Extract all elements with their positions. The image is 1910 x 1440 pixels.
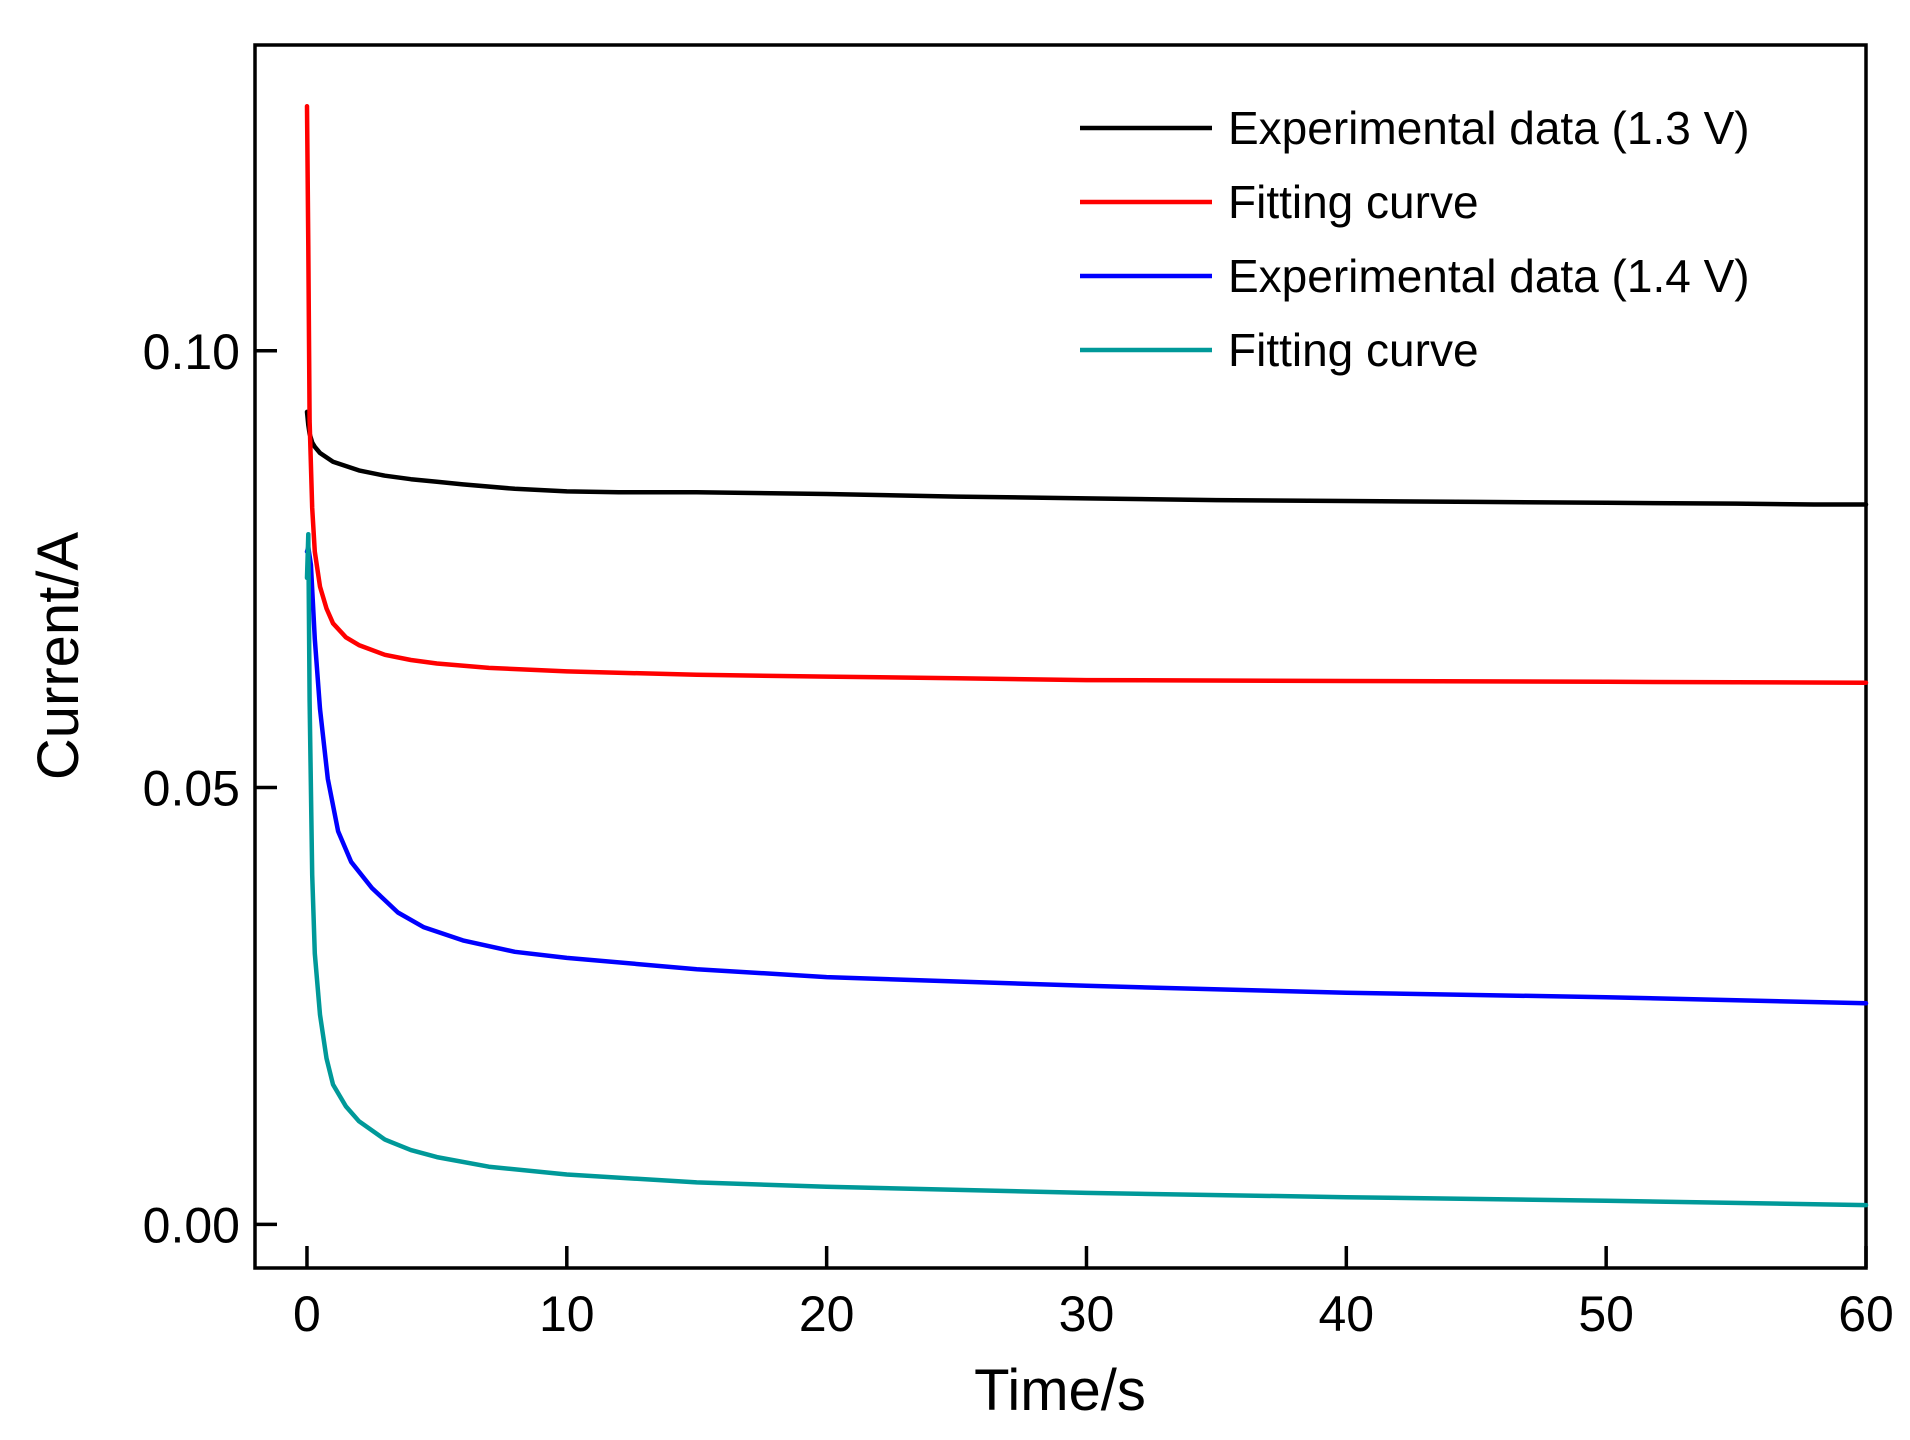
x-tick-label: 10	[539, 1286, 595, 1342]
x-tick-label: 20	[799, 1286, 855, 1342]
plot-frame	[253, 43, 1868, 1270]
x-tick-label: 0	[293, 1286, 321, 1342]
x-tick-label: 40	[1319, 1286, 1375, 1342]
y-tick-label: 0.00	[143, 1197, 240, 1253]
legend-label-4: Fitting curve	[1228, 324, 1479, 376]
legend-label-3: Experimental data (1.4 V)	[1228, 250, 1750, 302]
series-line-1	[304, 409, 1869, 507]
x-tick-label: 50	[1578, 1286, 1634, 1342]
series-line-4	[304, 531, 1869, 1208]
legend-label-2: Fitting curve	[1228, 176, 1479, 228]
x-tick-label: 30	[1059, 1286, 1115, 1342]
series-line-3	[304, 545, 1869, 1006]
legend: Experimental data (1.3 V) Fitting curve Ex…	[1080, 102, 1750, 376]
y-tick-label: 0.10	[143, 324, 240, 380]
y-axis-title: Current/A	[26, 532, 91, 781]
series-line-2	[304, 103, 1869, 685]
x-tick-label: 60	[1838, 1286, 1894, 1342]
x-axis-title: Time/s	[974, 1358, 1146, 1423]
y-tick-label: 0.05	[143, 761, 240, 817]
y-axis-ticks: 0.00 0.05 0.10	[143, 324, 277, 1253]
legend-label-1: Experimental data (1.3 V)	[1228, 102, 1750, 154]
series-layer	[304, 103, 1869, 1208]
x-axis-ticks: 0 10 20 30 40 50 60	[293, 1246, 1894, 1342]
